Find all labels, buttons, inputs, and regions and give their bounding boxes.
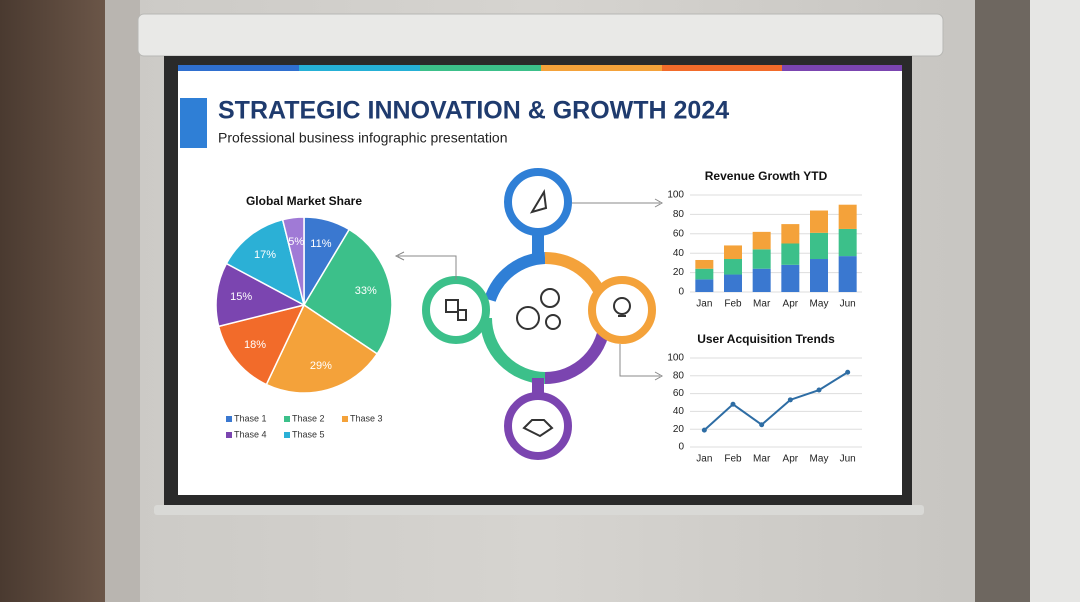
y-tick-label: 0 <box>678 287 684 298</box>
y-tick-label: 100 <box>667 190 684 201</box>
slice-label: 33% <box>355 285 377 297</box>
x-tick-label: Apr <box>783 299 799 310</box>
slice-label: 5% <box>288 236 304 248</box>
y-tick-label: 80 <box>673 209 685 220</box>
y-tick-label: 40 <box>673 406 685 417</box>
line-point <box>759 422 765 428</box>
y-tick-label: 40 <box>673 248 685 259</box>
bar-segment <box>752 268 771 292</box>
legend-swatch <box>284 432 290 438</box>
line-point <box>816 387 822 393</box>
x-tick-label: Jan <box>696 454 712 465</box>
x-tick-label: Jun <box>840 299 856 310</box>
bar-segment <box>810 259 828 292</box>
x-tick-label: Mar <box>753 454 771 465</box>
legend-swatch <box>226 416 232 422</box>
y-tick-label: 20 <box>673 424 685 435</box>
x-tick-label: May <box>810 299 829 310</box>
bar-segment <box>810 232 828 260</box>
x-tick-label: Feb <box>724 454 742 465</box>
process-diagram <box>394 168 664 460</box>
top-stripe <box>178 65 902 71</box>
legend-label: Thase 3 <box>350 413 383 423</box>
y-tick-label: 20 <box>673 267 685 278</box>
legend-swatch <box>226 432 232 438</box>
x-tick-label: Apr <box>783 454 799 465</box>
slice-label: 18% <box>244 339 266 351</box>
legend-swatch <box>342 416 348 422</box>
bar-segment <box>695 259 714 269</box>
bar-segment <box>752 249 771 269</box>
wall-edge <box>105 0 140 602</box>
y-tick-label: 100 <box>667 353 684 364</box>
line-series <box>703 371 849 431</box>
slide-title: STRATEGIC INNOVATION & GROWTH 2024 <box>218 97 729 125</box>
bar-segment <box>724 245 742 260</box>
bar-segment <box>752 231 771 250</box>
bar-segment <box>810 210 828 233</box>
bar-segment <box>781 224 800 244</box>
pie-slice <box>217 303 306 386</box>
title-accent <box>180 98 207 148</box>
pie-slice <box>281 216 305 306</box>
bar-segment <box>838 228 857 257</box>
door <box>1030 0 1080 602</box>
line-point <box>730 401 736 407</box>
bar-segment <box>724 274 742 292</box>
bar-segment <box>838 204 857 229</box>
bar-segment <box>781 243 800 265</box>
slice-label: 11% <box>310 238 331 250</box>
pie-slice <box>302 228 393 355</box>
legend-label: Thase 5 <box>292 429 325 439</box>
door-frame <box>975 0 1030 602</box>
x-tick-label: Mar <box>753 299 771 310</box>
line-point <box>845 369 851 375</box>
y-tick-label: 0 <box>678 442 684 453</box>
legend-swatch <box>284 416 290 422</box>
y-tick-label: 60 <box>673 388 685 399</box>
y-tick-label: 80 <box>673 370 685 381</box>
chart-title: User Acquisition Trends <box>697 332 835 346</box>
bar-segment <box>781 264 800 292</box>
slice-label: 29% <box>310 360 332 372</box>
bar-segment <box>724 259 742 275</box>
y-tick-label: 60 <box>673 228 685 239</box>
line-point <box>787 397 793 403</box>
x-tick-label: Jan <box>696 299 712 310</box>
legend-label: Thase 2 <box>292 413 325 423</box>
x-tick-label: Jun <box>840 454 856 465</box>
slide-subtitle: Professional business infographic presen… <box>218 130 508 146</box>
legend-label: Thase 4 <box>234 429 267 439</box>
chart-title: Global Market Share <box>246 194 362 208</box>
line-point <box>701 427 707 433</box>
chart-title: Revenue Growth YTD <box>705 169 828 183</box>
projector-housing <box>137 13 944 57</box>
wood-panel <box>0 0 105 602</box>
x-tick-label: May <box>810 454 829 465</box>
pie-slice <box>215 262 307 328</box>
screen-bar <box>154 505 924 515</box>
bar-segment <box>695 279 714 292</box>
pie-slice <box>225 218 306 307</box>
slice-label: 17% <box>254 249 276 261</box>
legend-label: Thase 1 <box>234 413 267 423</box>
bar-segment <box>695 268 714 280</box>
x-tick-label: Feb <box>724 299 742 310</box>
slice-label: 15% <box>230 291 252 303</box>
bar-segment <box>838 256 857 292</box>
